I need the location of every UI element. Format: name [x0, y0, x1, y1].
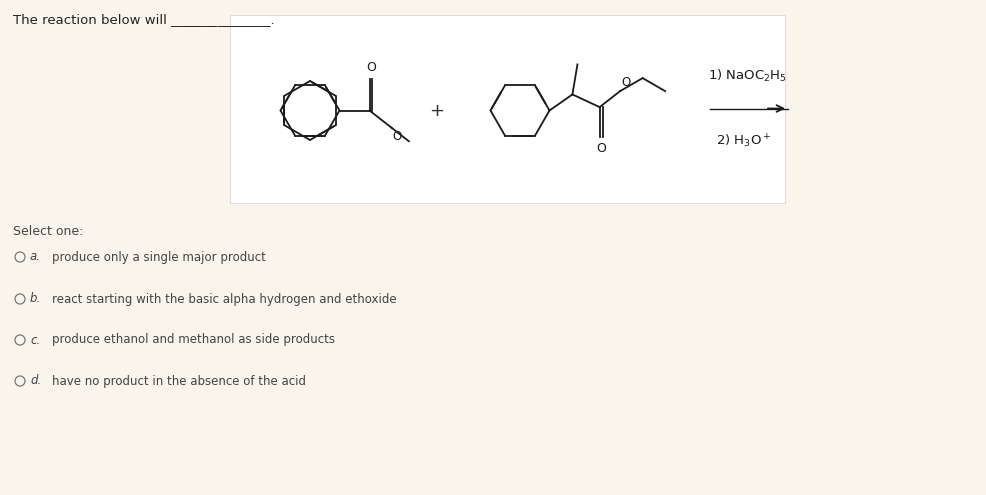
Text: Select one:: Select one:	[13, 225, 83, 238]
Text: +: +	[429, 101, 444, 119]
FancyBboxPatch shape	[230, 15, 784, 203]
Text: produce only a single major product: produce only a single major product	[52, 250, 265, 263]
Text: O: O	[596, 142, 605, 155]
Text: d.: d.	[30, 375, 41, 388]
Text: c.: c.	[30, 334, 40, 346]
Text: O: O	[392, 130, 401, 143]
Text: 2) H$_3$O$^+$: 2) H$_3$O$^+$	[715, 133, 770, 150]
Text: a.: a.	[30, 250, 41, 263]
Text: The reaction below will _______________.: The reaction below will _______________.	[13, 13, 274, 26]
Text: O: O	[366, 61, 376, 74]
Text: 1) NaOC$_2$H$_5$: 1) NaOC$_2$H$_5$	[707, 68, 786, 85]
Text: b.: b.	[30, 293, 41, 305]
Text: produce ethanol and methanol as side products: produce ethanol and methanol as side pro…	[52, 334, 334, 346]
Text: O: O	[620, 76, 630, 89]
Text: have no product in the absence of the acid: have no product in the absence of the ac…	[52, 375, 306, 388]
Text: react starting with the basic alpha hydrogen and ethoxide: react starting with the basic alpha hydr…	[52, 293, 396, 305]
